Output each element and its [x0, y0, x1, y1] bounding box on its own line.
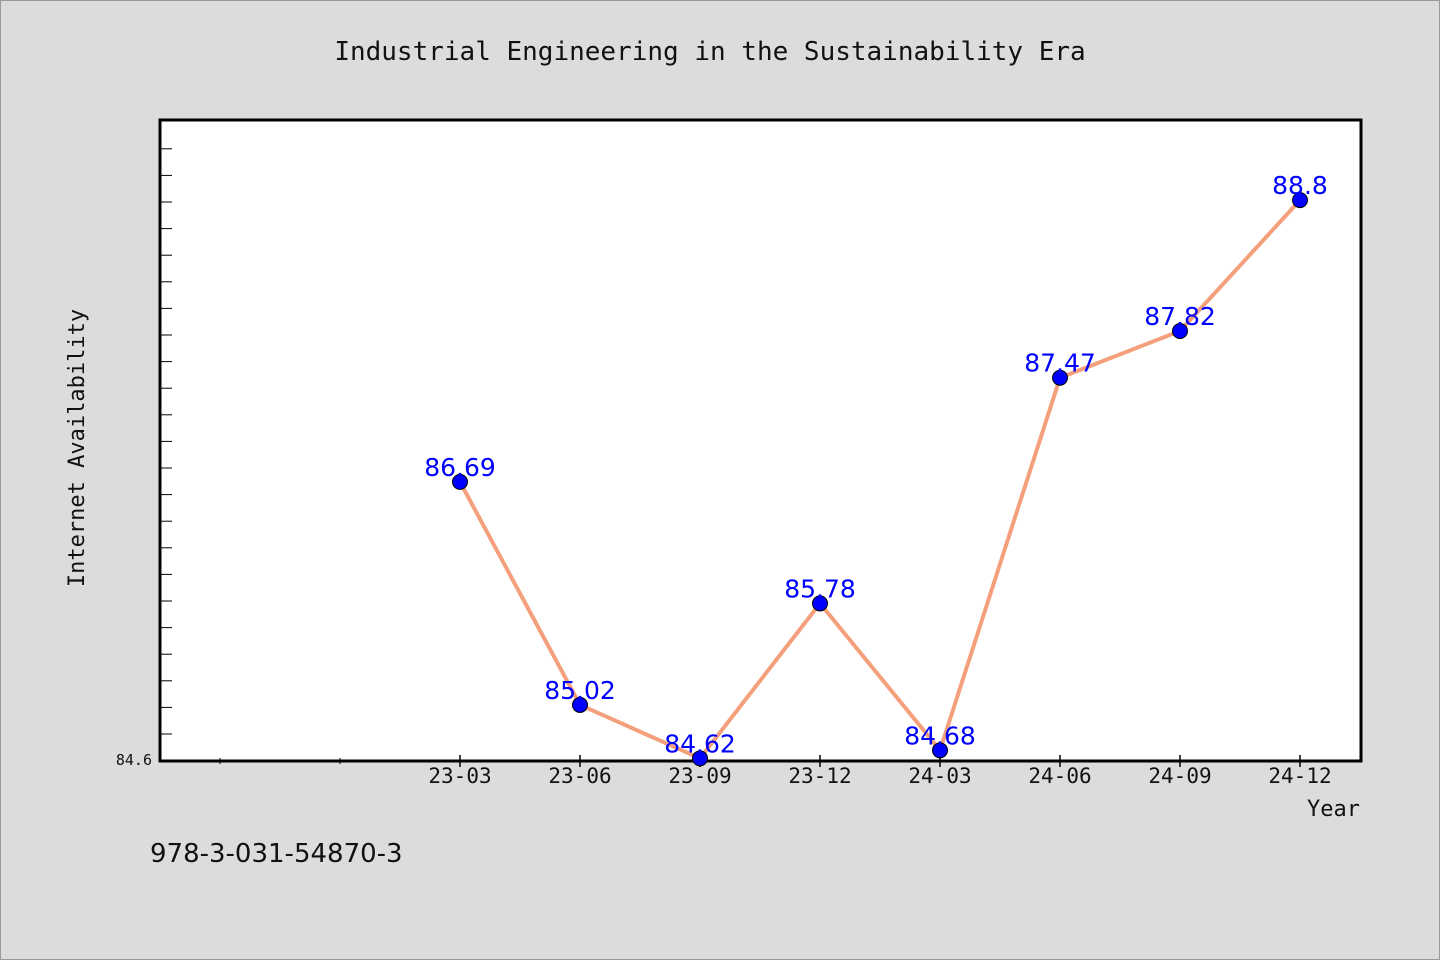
x-tick-label: 24-03 — [908, 764, 971, 788]
data-point — [1052, 369, 1068, 386]
data-label: 84.62 — [664, 729, 736, 758]
data-point — [452, 473, 468, 490]
x-tick-label: 23-03 — [428, 764, 491, 788]
data-labels: 86.69 85.02 84.62 85.78 84.68 87.47 87.82 88.8 — [424, 171, 1328, 758]
chart-title: Industrial Engineering in the Sustainabi… — [334, 37, 1085, 67]
x-tick-label: 23-12 — [788, 764, 851, 788]
data-point — [1292, 192, 1308, 209]
x-tick-label: 24-12 — [1268, 764, 1331, 788]
x-axis-title: Year — [1307, 797, 1360, 822]
series-markers — [452, 192, 1308, 767]
data-point — [692, 750, 708, 767]
y-axis-title: Internet Availability — [65, 309, 90, 587]
x-tick-label: 24-06 — [1028, 764, 1091, 788]
x-tick-label: 24-09 — [1148, 764, 1211, 788]
y-axis-ticks: 84.6 — [116, 148, 172, 769]
data-label: 88.8 — [1272, 171, 1328, 200]
data-label: 87.82 — [1144, 302, 1216, 331]
data-label: 86.69 — [424, 453, 496, 482]
x-axis-ticks: 23-03 23-06 23-09 23-12 24-03 24-06 24-09 24-12 — [219, 755, 1332, 788]
data-label: 85.78 — [784, 574, 856, 603]
series-line-group — [458, 198, 1302, 761]
x-tick-label: 23-09 — [668, 764, 731, 788]
y-tick-label: 84.6 — [116, 751, 152, 769]
footer-isbn: 978-3-031-54870-3 — [150, 839, 403, 869]
data-label: 85.02 — [544, 676, 616, 705]
data-label: 84.68 — [904, 721, 976, 750]
plot-area — [158, 118, 1363, 763]
data-point — [812, 595, 828, 612]
data-point — [932, 742, 948, 759]
data-point — [1172, 322, 1188, 339]
series-line — [458, 198, 1302, 761]
data-label: 87.47 — [1024, 349, 1096, 378]
x-tick-label: 23-06 — [548, 764, 611, 788]
data-point — [572, 696, 588, 713]
